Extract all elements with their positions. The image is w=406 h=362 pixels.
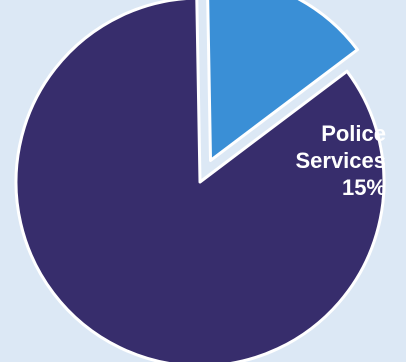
slices-layer (14, 0, 386, 362)
slice-label-line: Police (321, 121, 386, 146)
pie-slice-other (14, 0, 386, 362)
pie-slice-police-services (206, 0, 359, 162)
slice-label-line: Services (295, 148, 386, 173)
slice-value-label: 15% (342, 175, 386, 200)
